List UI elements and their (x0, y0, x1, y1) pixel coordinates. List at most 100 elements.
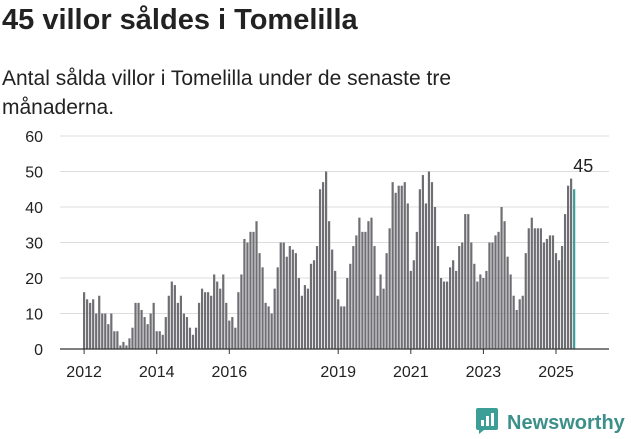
bar (567, 185, 570, 349)
bar (536, 228, 539, 349)
newsworthy-chart-icon (475, 407, 499, 439)
bar (294, 253, 297, 349)
bar (557, 260, 561, 349)
y-tick-label: 30 (25, 236, 43, 253)
y-tick-label: 60 (25, 129, 43, 146)
bar (315, 246, 319, 349)
bar (86, 299, 89, 349)
bar (500, 207, 503, 349)
x-axis: 2012 2014 2016 2019 2021 2023 2025 (60, 348, 609, 380)
bar (213, 274, 216, 349)
x-tick-label: 2025 (538, 364, 574, 380)
bar (125, 345, 128, 349)
bar (449, 267, 452, 349)
bar (207, 292, 210, 349)
bar (119, 345, 122, 349)
data-label: 45 (573, 156, 593, 176)
bar (219, 288, 222, 349)
bar (403, 182, 406, 349)
annotation-group: 45 (573, 156, 593, 176)
bar (252, 231, 255, 349)
bar (161, 334, 164, 349)
bar (176, 302, 179, 349)
bar (539, 228, 542, 349)
bar (412, 260, 415, 349)
bar (439, 278, 443, 349)
bar (533, 228, 536, 349)
bar (570, 178, 573, 349)
bar (545, 238, 549, 349)
bar (521, 295, 524, 349)
bar (470, 242, 473, 349)
bar (155, 331, 158, 349)
bar (240, 274, 243, 349)
bar (349, 263, 352, 349)
bar (406, 203, 409, 349)
bar (436, 246, 440, 349)
bar (173, 285, 176, 349)
bar (288, 246, 291, 349)
bar (563, 214, 567, 349)
bar (291, 249, 294, 349)
bar (321, 182, 325, 349)
bar (228, 320, 231, 349)
bar (340, 306, 343, 349)
bar (182, 313, 186, 349)
bar (122, 341, 125, 349)
bar-series (83, 171, 576, 349)
bar (482, 278, 485, 349)
bar (306, 288, 310, 349)
bar (452, 260, 455, 349)
bar (134, 302, 137, 349)
bar (149, 313, 152, 349)
bar (92, 299, 95, 349)
bar (300, 295, 303, 349)
bar (128, 338, 131, 349)
bar (264, 302, 267, 349)
bar (382, 288, 385, 349)
bar (188, 327, 192, 349)
bar (95, 313, 98, 349)
bar (231, 317, 234, 349)
bar (170, 281, 173, 349)
bar (358, 217, 361, 349)
bar (433, 207, 437, 349)
bar (325, 171, 328, 349)
bar (515, 309, 518, 349)
bar (167, 295, 170, 349)
x-tick-label: 2023 (466, 364, 502, 380)
bar (442, 281, 446, 349)
bar (373, 246, 376, 349)
bar (131, 327, 134, 349)
bar (512, 295, 515, 349)
bar (276, 267, 279, 349)
bar (455, 270, 458, 349)
bar (318, 189, 322, 349)
bar (485, 270, 488, 349)
bar (524, 253, 527, 349)
bar (285, 256, 288, 349)
bar (191, 334, 195, 349)
y-tick-label: 50 (25, 165, 43, 182)
bar (104, 313, 107, 349)
bar (367, 221, 370, 349)
bar (83, 292, 86, 349)
bar (89, 302, 92, 349)
bar (216, 281, 219, 349)
bar (334, 270, 337, 349)
bar (376, 295, 379, 349)
bar (476, 281, 479, 349)
bar (146, 324, 149, 349)
bar (497, 231, 500, 349)
bar (234, 327, 237, 349)
bar (394, 192, 397, 349)
bar (418, 189, 421, 349)
bar (415, 231, 418, 349)
bar (243, 238, 246, 349)
bar (158, 331, 161, 349)
y-axis: 0 10 20 30 40 50 60 (25, 129, 43, 359)
bar (385, 253, 388, 349)
bar (530, 217, 533, 349)
bar (391, 182, 394, 349)
bar (364, 231, 367, 349)
